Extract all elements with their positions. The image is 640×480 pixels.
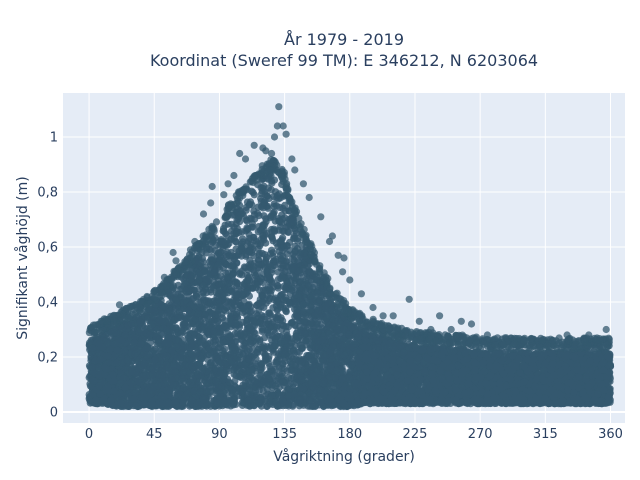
- data-point: [246, 308, 254, 316]
- data-points: [85, 103, 615, 411]
